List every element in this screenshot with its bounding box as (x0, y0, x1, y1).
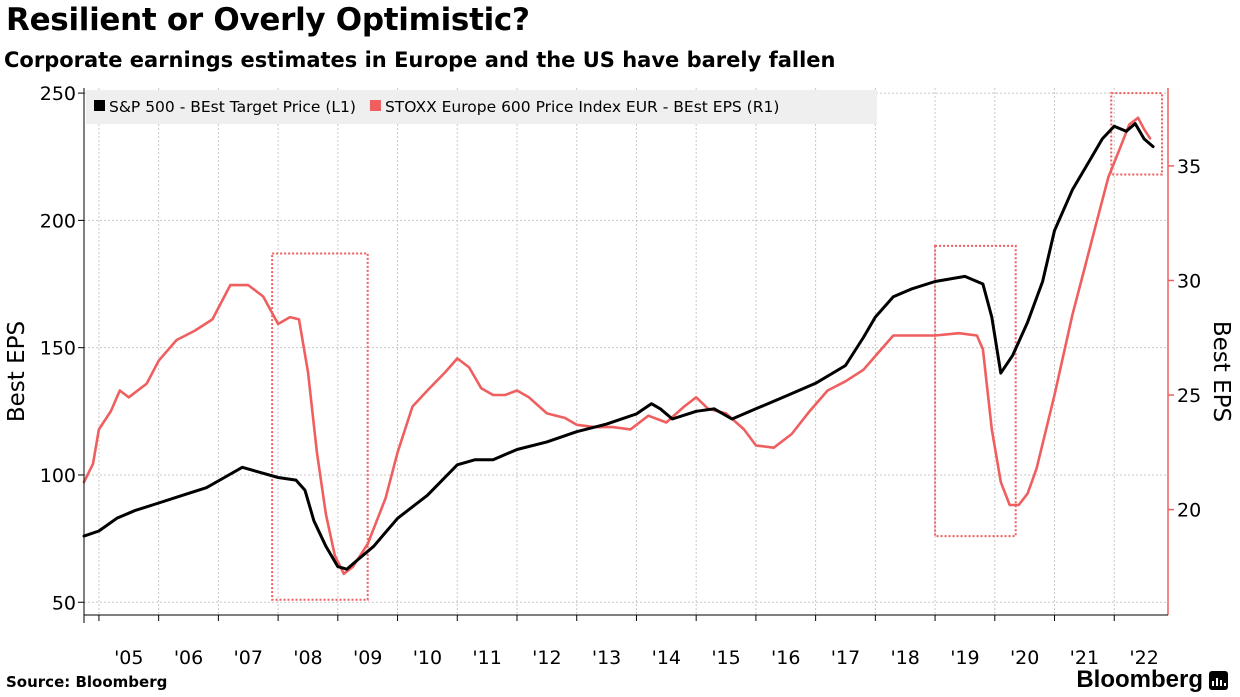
x-tick-label: '17 (831, 647, 860, 669)
x-tick-label: '12 (532, 647, 561, 669)
highlight-box (271, 252, 369, 601)
sp500-legend-swatch (94, 100, 105, 111)
right-tick-label: 25 (1177, 385, 1201, 407)
sp500-legend-label: S&P 500 - BEst Target Price (L1) (109, 98, 356, 116)
highlight-box (1110, 92, 1164, 176)
sp500-series-line (82, 122, 1155, 571)
x-tick-label: '19 (950, 647, 979, 669)
bloomberg-logo: Bloomberg (1076, 666, 1228, 694)
x-tick-label: '16 (771, 647, 800, 669)
y-axis-title-left: Best EPS (4, 321, 30, 422)
x-tick-label: '14 (652, 647, 681, 669)
source-note: Source: Bloomberg (6, 673, 168, 691)
x-tick-label: '08 (293, 647, 322, 669)
x-tick-label: '21 (1070, 647, 1099, 669)
left-tick-label: 200 (40, 210, 76, 232)
highlight-box (934, 244, 1017, 538)
x-tick-label: '10 (413, 647, 442, 669)
stoxx600-legend-label: STOXX Europe 600 Price Index EUR - BEst … (385, 98, 779, 116)
y-axis-title-right: Best EPS (1208, 321, 1234, 422)
right-tick-label: 35 (1177, 156, 1201, 178)
x-tick-label: '11 (472, 647, 501, 669)
x-tick-label: '06 (174, 647, 203, 669)
series-layer (82, 116, 1155, 576)
stoxx600-series-line (82, 116, 1152, 576)
legend: S&P 500 - BEst Target Price (L1) STOXX Eu… (86, 90, 877, 124)
legend-background (86, 90, 877, 124)
brand-name: Bloomberg (1076, 666, 1203, 693)
left-tick-label: 150 (40, 338, 76, 360)
bloomberg-terminal-icon (1209, 670, 1228, 690)
stoxx600-legend-swatch (369, 100, 381, 111)
x-tick-label: '20 (1010, 647, 1039, 669)
chart-title: Resilient or Overly Optimistic? (6, 2, 530, 38)
x-tick-label: '13 (592, 647, 621, 669)
x-tick-label: '09 (353, 647, 382, 669)
right-tick-label: 20 (1177, 500, 1201, 522)
x-tick-label: '22 (1129, 647, 1158, 669)
left-tick-label: 100 (40, 465, 76, 487)
chart-subtitle: Corporate earnings estimates in Europe a… (4, 48, 836, 72)
x-tick-label: '05 (114, 647, 143, 669)
axes: 250 200 150 100 50 35 30 25 20 '05 '06 '07 '08 '09 '10… (4, 83, 1234, 669)
x-tick-label: '15 (711, 647, 740, 669)
right-tick-label: 30 (1177, 270, 1201, 292)
left-tick-label: 50 (52, 592, 76, 614)
highlight-boxes (271, 92, 1164, 601)
x-tick-label: '07 (234, 647, 263, 669)
left-tick-label: 250 (40, 83, 76, 105)
x-tick-label: '18 (891, 647, 920, 669)
